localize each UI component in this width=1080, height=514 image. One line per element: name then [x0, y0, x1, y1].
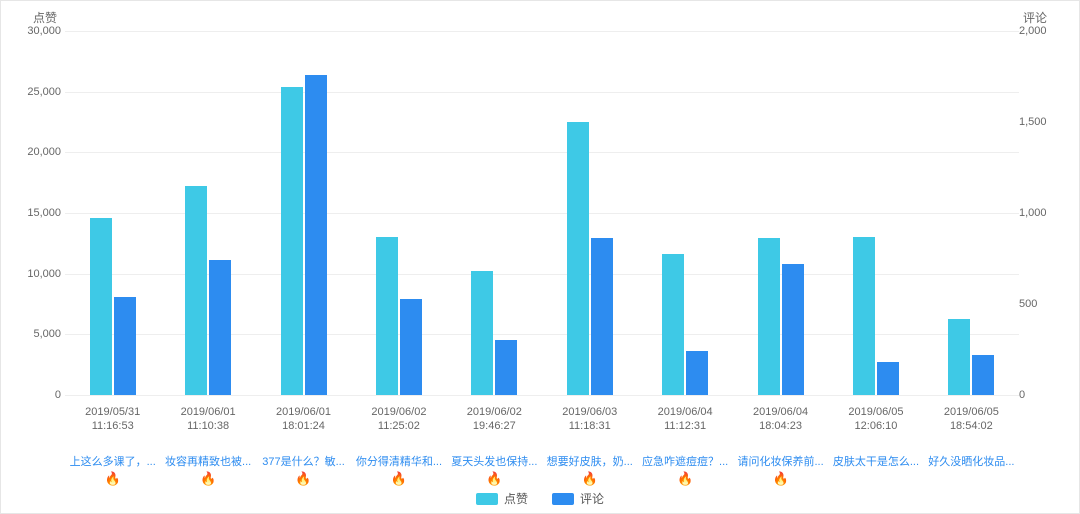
y-left-tick-label: 25,000	[9, 86, 61, 98]
hot-icon: 🔥	[542, 471, 637, 487]
post-title-link[interactable]: 应急咋遮痘痘？...	[637, 453, 732, 469]
y-right-ticks: 05001,0001,5002,000	[1019, 31, 1071, 395]
bar-likes[interactable]	[281, 87, 303, 395]
x-tick-label: 2019/06/0512:06:10	[828, 397, 923, 434]
bar-group	[924, 31, 1019, 395]
legend: 点赞 评论	[1, 490, 1079, 507]
legend-item-comments[interactable]: 评论	[552, 490, 604, 507]
x-tick-label: 2019/05/3111:16:53	[65, 397, 160, 434]
y-left-tick-label: 10,000	[9, 268, 61, 280]
post-title-link[interactable]: 想要好皮肤，奶...	[542, 453, 637, 469]
bar-likes[interactable]	[90, 218, 112, 395]
x-tick-label: 2019/06/0111:10:38	[160, 397, 255, 434]
post-title-link[interactable]: 妆容再精致也被...	[160, 453, 255, 469]
bar-comments[interactable]	[305, 75, 327, 395]
bar-likes[interactable]	[853, 237, 875, 395]
bar-group	[828, 31, 923, 395]
x-tick-label: 2019/06/0311:18:31	[542, 397, 637, 434]
hot-icon: 🔥	[637, 471, 732, 487]
bar-group	[351, 31, 446, 395]
hot-icon	[924, 471, 1019, 487]
hot-icon: 🔥	[733, 471, 828, 487]
bar-groups	[65, 31, 1019, 395]
y-right-tick-label: 500	[1019, 298, 1071, 310]
post-title-link[interactable]: 皮肤太干是怎么...	[828, 453, 923, 469]
x-tick-label: 2019/06/0518:54:02	[924, 397, 1019, 434]
bar-likes[interactable]	[567, 122, 589, 395]
post-titles-row: 上这么多课了，...妆容再精致也被...377是什么？敏...你分得清精华和..…	[65, 453, 1019, 469]
plot-area	[65, 31, 1019, 395]
y-right-tick-label: 0	[1019, 389, 1071, 401]
bar-comments[interactable]	[400, 299, 422, 395]
legend-item-likes[interactable]: 点赞	[476, 490, 528, 507]
y-right-title: 评论	[1023, 9, 1047, 26]
post-title-link[interactable]: 你分得清精华和...	[351, 453, 446, 469]
x-tick-label: 2019/06/0411:12:31	[637, 397, 732, 434]
x-tick-label: 2019/06/0118:01:24	[256, 397, 351, 434]
hot-icon: 🔥	[351, 471, 446, 487]
y-left-tick-label: 0	[9, 389, 61, 401]
y-left-tick-label: 5,000	[9, 328, 61, 340]
hot-flags-row: 🔥🔥🔥🔥🔥🔥🔥🔥	[65, 471, 1019, 487]
bar-comments[interactable]	[782, 264, 804, 395]
hot-icon: 🔥	[65, 471, 160, 487]
bar-comments[interactable]	[495, 340, 517, 395]
bar-group	[733, 31, 828, 395]
x-tick-label: 2019/06/0219:46:27	[447, 397, 542, 434]
bar-group	[65, 31, 160, 395]
bar-comments[interactable]	[877, 362, 899, 395]
legend-swatch-likes	[476, 493, 498, 505]
bar-comments[interactable]	[209, 260, 231, 395]
y-right-tick-label: 1,000	[1019, 207, 1071, 219]
bar-group	[160, 31, 255, 395]
x-axis: 2019/05/3111:16:532019/06/0111:10:382019…	[65, 397, 1019, 434]
chart-card: 点赞 评论 0 5,000 10,000 15,000 20,000 25,000 30,0…	[0, 0, 1080, 514]
y-left-title: 点赞	[33, 9, 57, 26]
bar-group	[447, 31, 542, 395]
hot-icon: 🔥	[160, 471, 255, 487]
post-title-link[interactable]: 好久没晒化妆品...	[924, 453, 1019, 469]
bar-comments[interactable]	[591, 238, 613, 395]
bar-likes[interactable]	[376, 237, 398, 395]
post-title-link[interactable]: 377是什么？敏...	[256, 453, 351, 469]
y-left-tick-label: 15,000	[9, 207, 61, 219]
bar-group	[256, 31, 351, 395]
bar-comments[interactable]	[972, 355, 994, 395]
bar-likes[interactable]	[758, 238, 780, 395]
y-right-tick-label: 2,000	[1019, 25, 1071, 37]
post-title-link[interactable]: 上这么多课了，...	[65, 453, 160, 469]
y-left-tick-label: 20,000	[9, 146, 61, 158]
gridline	[65, 395, 1019, 396]
x-tick-label: 2019/06/0211:25:02	[351, 397, 446, 434]
hot-icon: 🔥	[447, 471, 542, 487]
y-left-tick-label: 30,000	[9, 25, 61, 37]
y-left-ticks: 05,00010,00015,00020,00025,00030,000	[9, 31, 61, 395]
bar-group	[637, 31, 732, 395]
bar-likes[interactable]	[948, 319, 970, 395]
legend-label-likes: 点赞	[504, 490, 528, 507]
bar-likes[interactable]	[471, 271, 493, 395]
y-right-tick-label: 1,500	[1019, 116, 1071, 128]
bar-group	[542, 31, 637, 395]
bar-likes[interactable]	[185, 186, 207, 395]
post-title-link[interactable]: 夏天头发也保持...	[447, 453, 542, 469]
bar-comments[interactable]	[686, 351, 708, 395]
post-title-link[interactable]: 请问化妆保养前...	[733, 453, 828, 469]
bar-comments[interactable]	[114, 297, 136, 395]
bar-likes[interactable]	[662, 254, 684, 395]
x-tick-label: 2019/06/0418:04:23	[733, 397, 828, 434]
legend-label-comments: 评论	[580, 490, 604, 507]
hot-icon	[828, 471, 923, 487]
legend-swatch-comments	[552, 493, 574, 505]
hot-icon: 🔥	[256, 471, 351, 487]
